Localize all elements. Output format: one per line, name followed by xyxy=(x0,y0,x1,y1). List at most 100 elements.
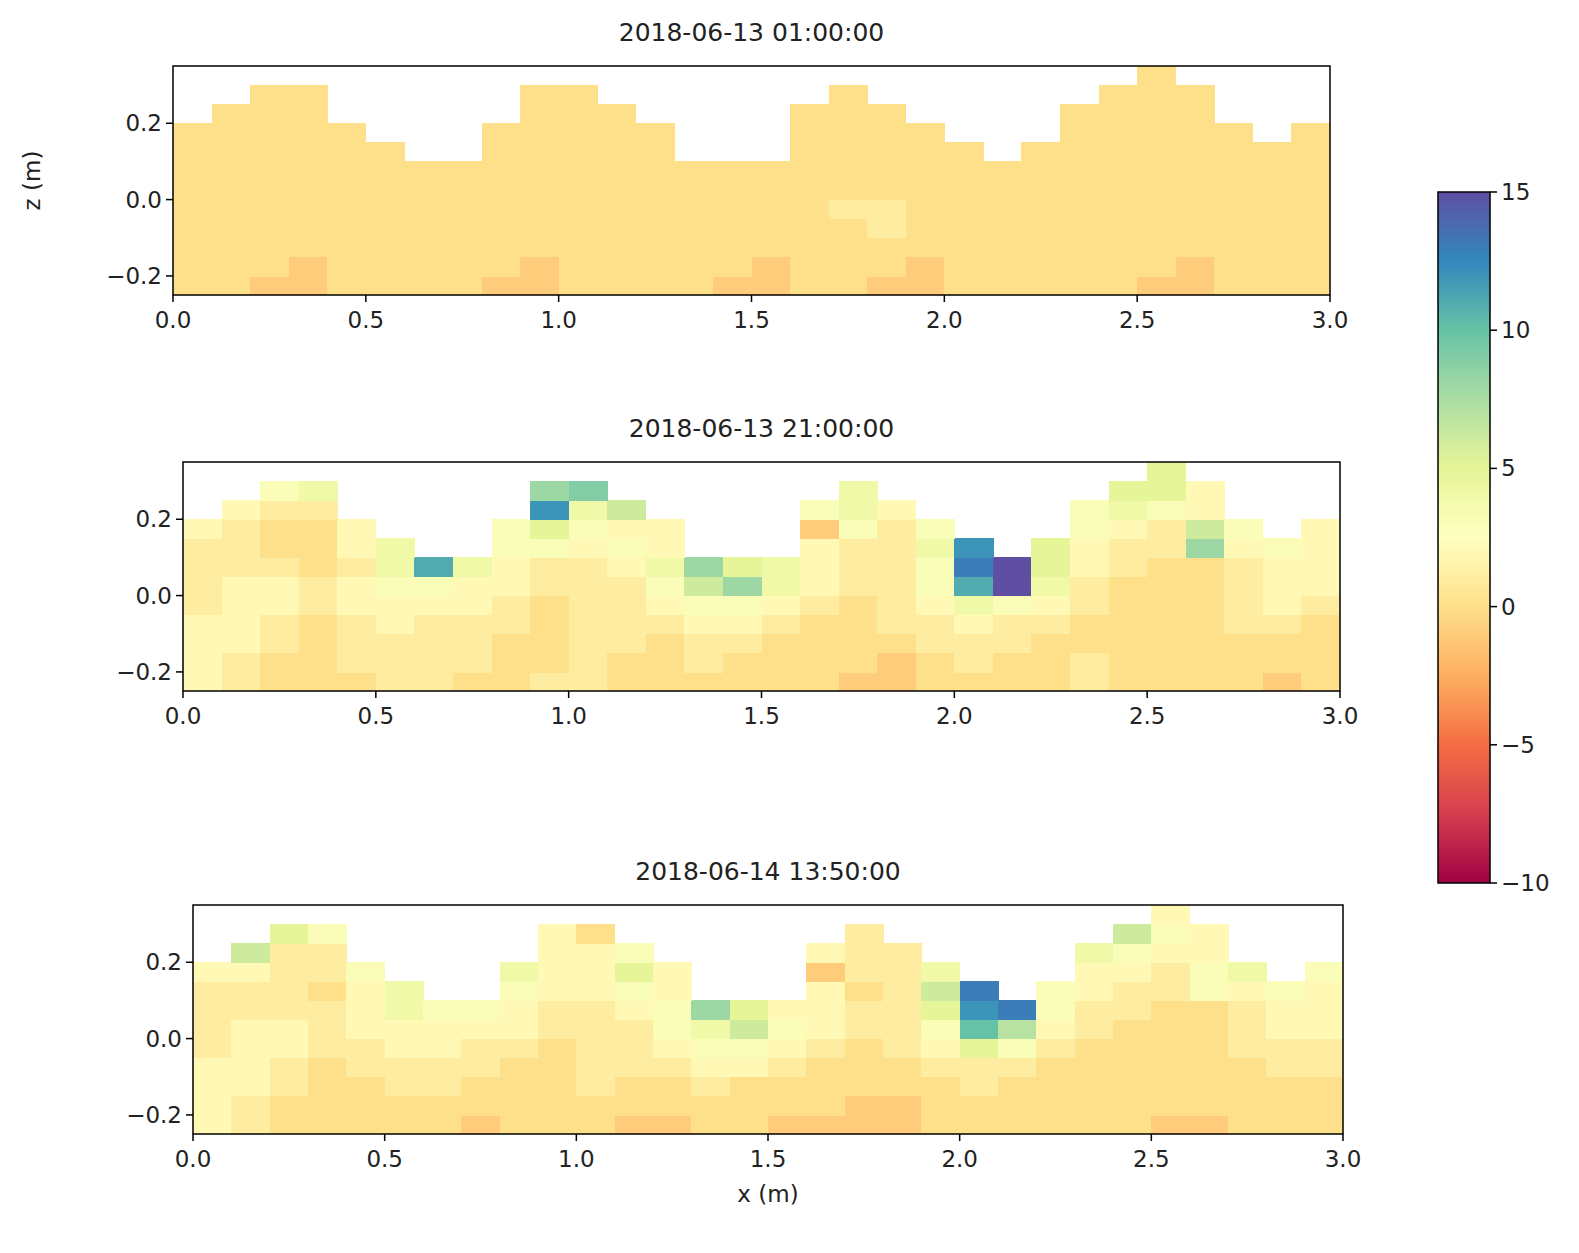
cell xyxy=(867,200,906,220)
cell xyxy=(337,519,376,539)
cell xyxy=(443,257,482,277)
cell xyxy=(559,85,598,105)
cell xyxy=(212,181,251,201)
cell xyxy=(954,596,993,616)
cell xyxy=(1190,981,1229,1001)
cell xyxy=(183,577,222,597)
cell xyxy=(520,238,559,258)
cell xyxy=(308,1077,347,1097)
cell xyxy=(500,1020,539,1040)
cell xyxy=(1291,257,1330,277)
cell xyxy=(790,123,829,143)
cell xyxy=(1151,981,1190,1001)
cell xyxy=(299,672,338,691)
cell xyxy=(492,634,531,654)
cell xyxy=(921,1000,960,1020)
cell xyxy=(883,1115,922,1134)
cell xyxy=(1263,615,1302,635)
cell xyxy=(222,538,261,558)
cell xyxy=(944,142,983,162)
cell xyxy=(1186,615,1225,635)
cell xyxy=(173,200,212,220)
cell xyxy=(993,557,1032,577)
cell xyxy=(1113,924,1152,944)
cell xyxy=(500,1058,539,1078)
cell xyxy=(916,615,955,635)
cell xyxy=(646,653,685,673)
cell xyxy=(845,1077,884,1097)
cell xyxy=(482,161,521,181)
cell xyxy=(653,981,692,1001)
cell xyxy=(1301,615,1340,635)
cell xyxy=(299,500,338,520)
x-tick-label: 2.0 xyxy=(941,1146,978,1172)
cell xyxy=(615,981,654,1001)
cell xyxy=(615,1077,654,1097)
cell xyxy=(1109,672,1148,691)
cell xyxy=(883,981,922,1001)
cell xyxy=(597,161,636,181)
cell xyxy=(1147,615,1186,635)
cell xyxy=(944,238,983,258)
cell xyxy=(829,142,868,162)
cell xyxy=(1176,200,1215,220)
cell xyxy=(1109,615,1148,635)
cell xyxy=(867,181,906,201)
cell xyxy=(713,238,752,258)
cell xyxy=(1070,634,1109,654)
x-tick-label: 2.0 xyxy=(936,703,973,729)
cell xyxy=(883,1096,922,1116)
cell xyxy=(960,1077,999,1097)
cell xyxy=(260,634,299,654)
cell xyxy=(559,257,598,277)
cell xyxy=(289,85,328,105)
cell xyxy=(538,1077,577,1097)
cell xyxy=(1099,104,1138,124)
cell xyxy=(1021,200,1060,220)
cell xyxy=(636,276,675,295)
cell xyxy=(684,634,723,654)
cell xyxy=(636,161,675,181)
cell xyxy=(520,181,559,201)
cell xyxy=(193,962,232,982)
cell xyxy=(983,161,1022,181)
cell xyxy=(530,500,569,520)
cell xyxy=(1099,276,1138,295)
y-tick-label: 0.0 xyxy=(145,1026,182,1052)
cell xyxy=(212,238,251,258)
cell xyxy=(327,219,366,239)
cell xyxy=(443,200,482,220)
cell xyxy=(829,104,868,124)
cell xyxy=(404,219,443,239)
cell xyxy=(597,238,636,258)
cell xyxy=(983,200,1022,220)
y-tick-label: −0.2 xyxy=(126,1102,182,1128)
cell xyxy=(916,519,955,539)
cell xyxy=(983,219,1022,239)
panel: 0.00.51.01.52.02.53.0−0.20.00.22018-06-1… xyxy=(116,414,1358,729)
cell xyxy=(299,615,338,635)
colorbar-tick-label: 10 xyxy=(1501,317,1530,343)
cell xyxy=(1031,615,1070,635)
cell xyxy=(839,481,878,501)
cell xyxy=(423,1115,462,1134)
cell xyxy=(1137,200,1176,220)
cell xyxy=(222,500,261,520)
cell xyxy=(954,577,993,597)
cell xyxy=(1113,1058,1152,1078)
x-tick-label: 2.5 xyxy=(1119,307,1156,333)
cell xyxy=(636,123,675,143)
cell xyxy=(646,557,685,577)
cell xyxy=(607,538,646,558)
x-tick xyxy=(1329,295,1331,302)
cell xyxy=(607,500,646,520)
cell xyxy=(492,596,531,616)
cell xyxy=(520,257,559,277)
cell xyxy=(289,276,328,295)
colorbar-scale xyxy=(1438,192,1490,883)
cell xyxy=(385,1115,424,1134)
cell xyxy=(173,276,212,295)
cell xyxy=(1301,538,1340,558)
cell xyxy=(723,653,762,673)
cell xyxy=(289,161,328,181)
